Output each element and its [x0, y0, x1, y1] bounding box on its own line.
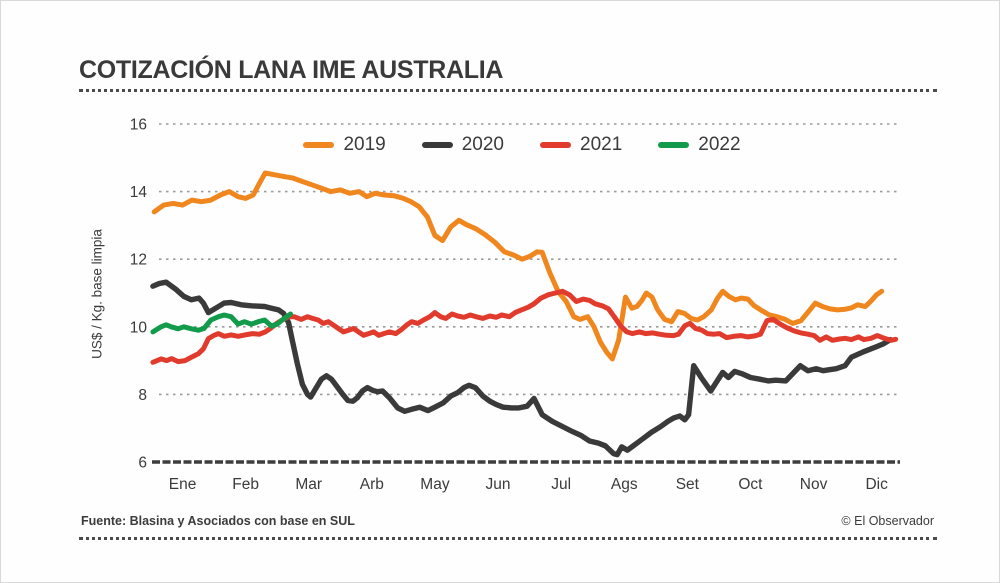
- page-title: COTIZACIÓN LANA IME AUSTRALIA: [79, 56, 504, 84]
- y-tick-12: 12: [130, 252, 147, 269]
- legend-label-2020: 2020: [461, 134, 504, 155]
- legend-item-2020: 2020: [421, 134, 504, 156]
- legend-swatch-2019: [303, 142, 335, 148]
- x-tick-Ags: Ags: [611, 476, 638, 493]
- y-tick-16: 16: [130, 117, 147, 134]
- x-tick-May: May: [420, 476, 450, 493]
- x-tick-Dic: Dic: [865, 476, 888, 493]
- x-tick-Set: Set: [676, 476, 700, 493]
- x-tick-Mar: Mar: [295, 476, 322, 493]
- y-tick-6: 6: [138, 455, 147, 472]
- x-tick-Jul: Jul: [551, 476, 571, 493]
- legend-item-2019: 2019: [303, 134, 386, 156]
- y-tick-8: 8: [138, 387, 147, 404]
- x-tick-Nov: Nov: [800, 476, 828, 493]
- y-tick-10: 10: [130, 319, 148, 336]
- title-divider: [79, 89, 937, 92]
- x-tick-Feb: Feb: [232, 476, 259, 493]
- x-tick-Ene: Ene: [169, 476, 197, 493]
- chart-legend: 2019 2020 2021 2022: [1, 134, 999, 156]
- legend-swatch-2020: [421, 142, 453, 148]
- x-tick-Oct: Oct: [738, 476, 763, 493]
- legend-item-2022: 2022: [658, 134, 741, 156]
- x-tick-Jun: Jun: [486, 476, 511, 493]
- x-tick-Arb: Arb: [360, 476, 384, 493]
- series-line-2020: [150, 279, 894, 458]
- legend-swatch-2022: [658, 142, 690, 148]
- credit-text: © El Observador: [841, 514, 934, 528]
- source-text: Fuente: Blasina y Asociados con base en …: [81, 514, 355, 528]
- y-tick-14: 14: [130, 184, 148, 201]
- legend-swatch-2021: [540, 142, 571, 148]
- series-line-2022: [150, 311, 293, 335]
- legend-label-2022: 2022: [698, 134, 741, 155]
- y-axis-title: US$ / Kg. base limpia: [89, 229, 105, 359]
- footer-divider: [79, 537, 937, 540]
- legend-item-2021: 2021: [540, 134, 622, 156]
- legend-label-2021: 2021: [580, 134, 623, 155]
- legend-label-2019: 2019: [343, 134, 386, 155]
- series-line-2019: [151, 170, 885, 362]
